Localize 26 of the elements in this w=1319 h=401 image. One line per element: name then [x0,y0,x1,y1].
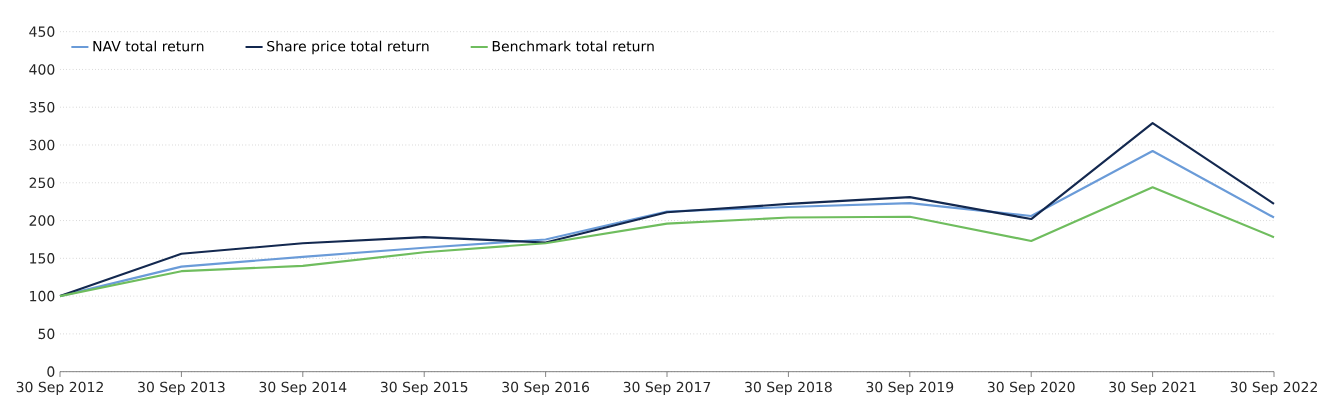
x-tick-label: 30 Sep 2015 [380,381,468,396]
legend-label: Share price total return [267,40,429,55]
y-tick-label: 300 [29,139,55,151]
x-tick-label: 30 Sep 2014 [259,381,347,396]
y-tick-label: 0 [47,366,55,377]
legend-label: NAV total return [93,40,204,52]
y-tick-label: 150 [30,253,55,264]
x-tick-label: 30 Sep 2012 [16,381,103,396]
x-tick-label: 30 Sep 2020 [987,381,1075,396]
x-tick-label: 30 Sep 2013 [138,381,225,396]
y-tick-label: 50 [38,328,55,340]
x-tick-label: 30 Sep 2022 [1230,381,1317,396]
x-tick-label: 30 Sep 2021 [1109,381,1196,396]
x-tick-label: 30 Sep 2018 [745,381,832,396]
legend-label: Benchmark total return [492,40,654,52]
x-tick-label: 30 Sep 2019 [866,381,954,396]
y-tick-label: 400 [29,64,55,75]
y-tick-label: 450 [29,26,55,37]
x-tick-label: 30 Sep 2016 [502,381,590,396]
line-series [58,122,1276,298]
y-tick-label: 100 [30,290,55,302]
y-tick-label: 200 [29,215,55,226]
x-tick-label: 30 Sep 2017 [623,381,711,396]
y-tick-label: 250 [29,177,55,189]
y-tick-label: 350 [29,101,55,113]
line-series [58,186,1276,298]
